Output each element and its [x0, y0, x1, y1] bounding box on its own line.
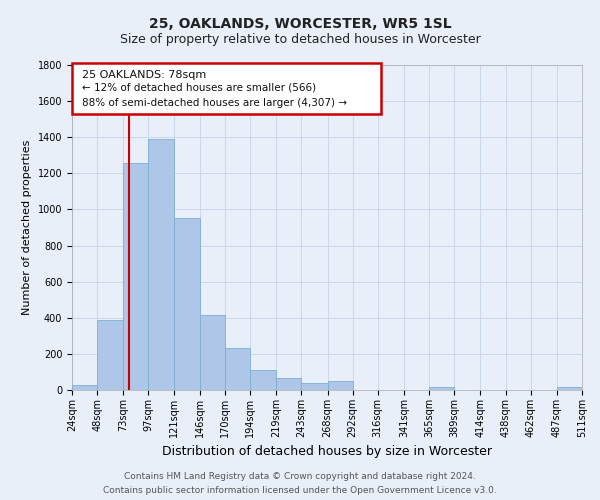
Text: 25 OAKLANDS: 78sqm: 25 OAKLANDS: 78sqm	[82, 70, 206, 80]
Bar	[225, 348, 250, 390]
Bar	[148, 139, 173, 390]
Y-axis label: Number of detached properties: Number of detached properties	[22, 140, 32, 315]
Bar	[97, 320, 124, 390]
FancyBboxPatch shape	[72, 64, 380, 114]
Text: 25, OAKLANDS, WORCESTER, WR5 1SL: 25, OAKLANDS, WORCESTER, WR5 1SL	[149, 18, 451, 32]
Text: Contains public sector information licensed under the Open Government Licence v3: Contains public sector information licen…	[103, 486, 497, 495]
Bar	[72, 386, 97, 390]
Bar	[301, 383, 328, 390]
Bar	[173, 218, 200, 390]
Bar	[200, 315, 225, 390]
Bar	[250, 370, 276, 390]
Text: ← 12% of detached houses are smaller (566): ← 12% of detached houses are smaller (56…	[82, 83, 316, 93]
Text: Size of property relative to detached houses in Worcester: Size of property relative to detached ho…	[119, 32, 481, 46]
Bar	[276, 378, 301, 390]
Text: Contains HM Land Registry data © Crown copyright and database right 2024.: Contains HM Land Registry data © Crown c…	[124, 472, 476, 481]
Bar	[429, 388, 454, 390]
Bar	[557, 388, 582, 390]
X-axis label: Distribution of detached houses by size in Worcester: Distribution of detached houses by size …	[162, 446, 492, 458]
Bar	[328, 381, 353, 390]
Bar	[124, 162, 148, 390]
Text: 88% of semi-detached houses are larger (4,307) →: 88% of semi-detached houses are larger (…	[82, 98, 347, 108]
